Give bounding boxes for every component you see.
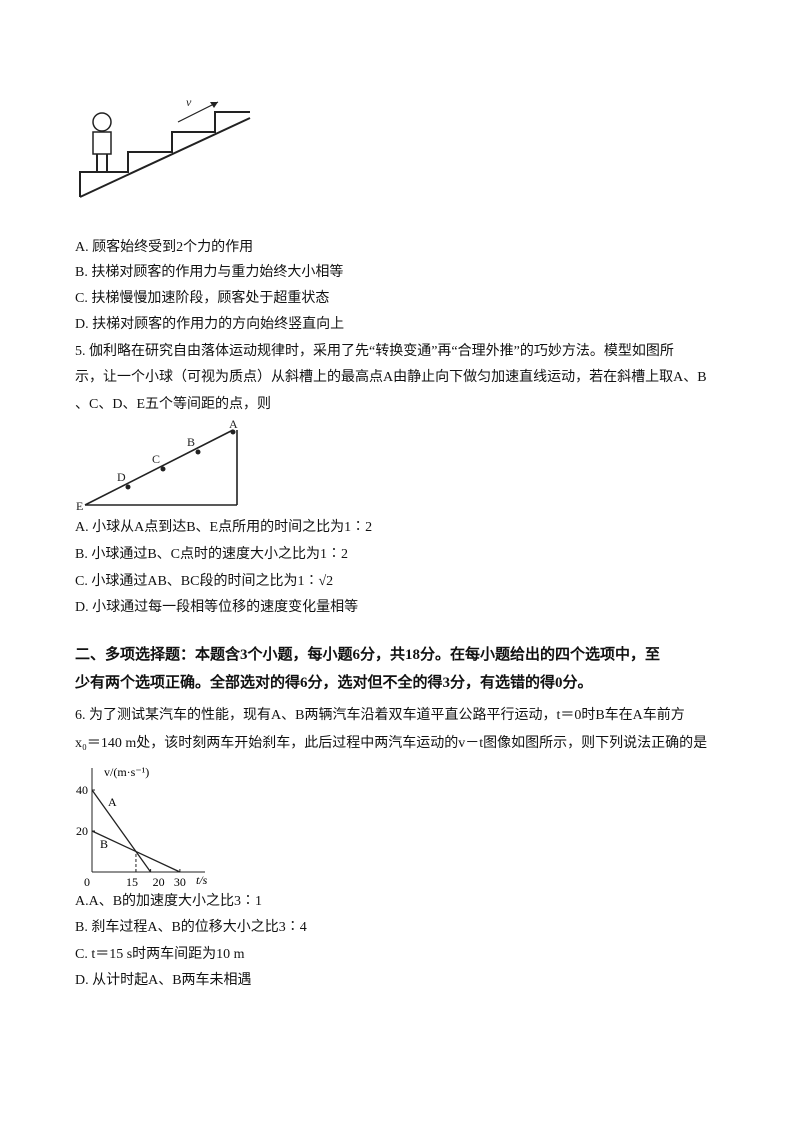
point-label: E — [76, 499, 83, 513]
person-body — [92, 131, 112, 155]
x-tick-label: 20 — [153, 875, 165, 889]
y-tick-label: 40 — [76, 783, 88, 797]
option: C. t＝15 s时两车间距为10 m — [75, 947, 245, 962]
option: C. 小球通过AB、BC段的时间之比为1∶√2 — [75, 574, 334, 589]
incline-figure — [84, 429, 238, 506]
question-stem: 示，让一个小球（可视为质点）从斜槽上的最高点A由静止向下做匀加速直线运动，若在斜… — [75, 370, 707, 385]
point-label: D — [117, 470, 126, 484]
v-arrow — [177, 101, 219, 123]
question-stem: 5. 伽利略在研究自由落体运动规律时，采用了先“转换变通”再“合理外推”的巧妙方… — [75, 344, 674, 359]
origin-label: 0 — [84, 875, 90, 889]
axis-label: t/s — [196, 873, 208, 887]
point — [160, 466, 166, 472]
option: B. 扶梯对顾客的作用力与重力始终大小相等 — [75, 265, 344, 280]
x-tick-label: 30 — [174, 875, 186, 889]
point — [125, 484, 131, 490]
option: C. 扶梯慢慢加速阶段，顾客处于超重状态 — [75, 291, 330, 306]
vt-graph: v/(m·s⁻¹) t/s 0 40 20 15 20 30 A B — [76, 765, 208, 889]
person-head — [92, 112, 112, 132]
option: A.A、B的加速度大小之比3∶1 — [75, 894, 263, 909]
point-label: A — [229, 417, 238, 431]
point — [195, 449, 201, 455]
incline-points: A B C D E — [76, 417, 238, 513]
question-stem: x₀＝140 m处，该时刻两车开始刹车，此后过程中两汽车运动的v－t图像如图所示… — [75, 736, 708, 751]
y-tick-label: 20 — [76, 824, 88, 838]
option: B. 小球通过B、C点时的速度大小之比为1∶2 — [75, 547, 349, 562]
arrow-head — [210, 102, 218, 108]
option: B. 刹车过程A、B的位移大小之比3∶4 — [75, 920, 307, 935]
series-line — [91, 789, 152, 873]
option: D. 小球通过每一段相等位移的速度变化量相等 — [75, 600, 359, 615]
x-tick-label: 15 — [126, 875, 138, 889]
option: D. 扶梯对顾客的作用力的方向始终竖直向上 — [75, 317, 345, 332]
axis-label: v/(m·s⁻¹) — [104, 765, 149, 779]
option: A. 小球从A点到达B、E点所用的时间之比为1∶2 — [75, 520, 373, 535]
point-label: B — [187, 435, 195, 449]
section-heading: 少有两个选项正确。全部选对的得6分，选对但不全的得3分，有选错的得0分。 — [75, 675, 593, 691]
point — [230, 429, 236, 435]
option: D. 从计时起A、B两车未相遇 — [75, 973, 252, 988]
series-label: B — [100, 837, 108, 851]
point-label: C — [152, 452, 160, 466]
series-line — [91, 830, 181, 873]
question-stem: 6. 为了测试某汽车的性能，现有A、B两辆汽车沿着双车道平直公路平行运动，t＝0… — [75, 708, 685, 723]
slope — [79, 117, 251, 198]
question-stem: 、C、D、E五个等间距的点，则 — [75, 397, 271, 412]
escalator-figure: v — [79, 95, 251, 198]
incline — [84, 429, 234, 506]
option: A. 顾客始终受到2个力的作用 — [75, 240, 254, 255]
series-label: A — [108, 795, 117, 809]
v-label: v — [186, 95, 192, 109]
section-heading: 二、多项选择题：本题含3个小题，每小题6分，共18分。在每小题给出的四个选项中，… — [75, 647, 661, 663]
